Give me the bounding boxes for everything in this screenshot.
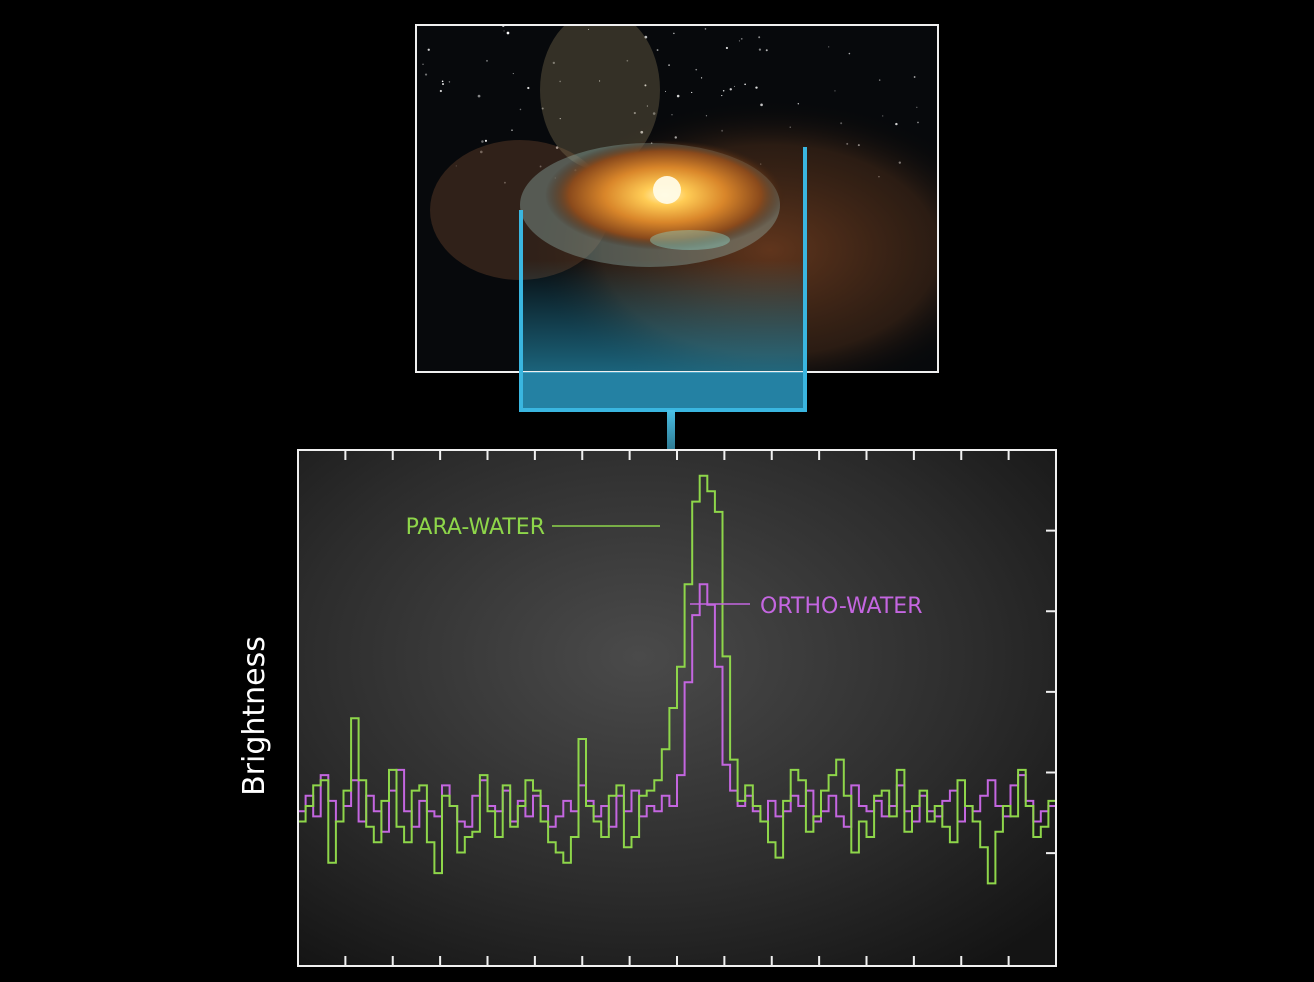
star <box>673 32 675 35</box>
star <box>738 40 741 42</box>
star <box>700 77 703 79</box>
star <box>916 106 918 108</box>
disk-illustration <box>416 25 938 372</box>
outflow-jet <box>540 25 660 170</box>
star <box>588 28 590 30</box>
star <box>559 118 561 120</box>
star <box>481 140 484 143</box>
star <box>644 84 647 87</box>
star <box>725 46 729 50</box>
star <box>755 86 758 89</box>
para-water-series-line <box>298 474 1056 885</box>
star <box>765 49 768 52</box>
observation-beam-base <box>521 372 805 410</box>
star <box>477 94 481 98</box>
star <box>740 37 743 40</box>
star <box>652 112 656 115</box>
star <box>691 91 693 94</box>
star <box>441 80 444 83</box>
star <box>828 46 830 48</box>
spectrum-series <box>298 474 1056 885</box>
axis-ticks <box>344 450 1056 966</box>
star <box>665 90 667 92</box>
star <box>644 35 648 39</box>
star <box>519 108 522 111</box>
star <box>695 68 698 71</box>
star <box>721 94 723 97</box>
central-star <box>653 176 681 204</box>
plot-frame <box>297 449 1057 967</box>
observation-beam-fill <box>521 260 805 372</box>
star <box>541 107 544 110</box>
y-axis-label: Brightness <box>237 636 272 796</box>
star <box>704 28 707 30</box>
star <box>676 94 680 98</box>
ortho-water-label: ORTHO-WATER <box>760 594 922 619</box>
star <box>913 76 916 78</box>
star <box>626 59 629 62</box>
star <box>599 80 601 82</box>
star <box>484 139 487 142</box>
star <box>448 81 451 83</box>
star <box>646 105 648 107</box>
observation-beam-bracket <box>519 147 807 412</box>
star <box>758 48 762 51</box>
star <box>527 86 530 90</box>
star <box>552 61 556 65</box>
star <box>506 31 510 35</box>
water-ice-band <box>650 230 730 250</box>
star <box>744 83 746 86</box>
star <box>442 83 444 85</box>
star <box>486 59 488 62</box>
para-water-label: PARA-WATER <box>406 515 545 540</box>
star <box>848 52 851 55</box>
star <box>917 121 919 124</box>
star <box>503 30 505 32</box>
star <box>512 73 514 75</box>
star <box>439 89 442 93</box>
star <box>878 79 881 81</box>
star <box>758 36 761 39</box>
star <box>668 64 670 66</box>
star <box>733 85 736 88</box>
star <box>427 48 430 51</box>
star <box>834 90 836 92</box>
star <box>422 63 424 65</box>
star <box>511 129 513 131</box>
star <box>424 73 428 76</box>
star <box>559 80 561 83</box>
star <box>656 49 659 51</box>
star <box>722 89 725 92</box>
star <box>633 111 636 115</box>
star <box>882 115 884 117</box>
star <box>729 88 732 91</box>
